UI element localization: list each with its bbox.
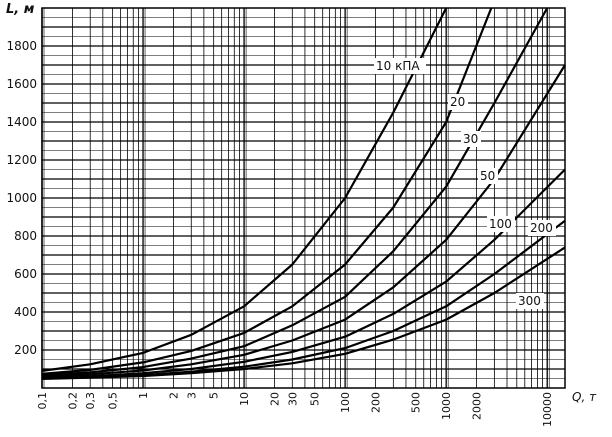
x-tick-label: 10 — [238, 392, 251, 406]
x-tick-label: 0,5 — [107, 392, 120, 410]
series-line — [41, 7, 549, 377]
curves — [41, 7, 566, 380]
series-label-background — [478, 168, 498, 184]
series-line — [41, 64, 566, 378]
series-label-background — [461, 131, 481, 147]
x-tick-label: 0,2 — [66, 392, 79, 410]
y-tick-label: 1200 — [6, 153, 37, 167]
curve-labels: 10 кПА 20 30 50 100 200 300 — [374, 58, 556, 309]
x-tick-label: 30 — [286, 392, 299, 406]
x-tick-labels: 0,1 0,2 0,3 0,5 1 2 3 5 10 20 30 50 100 200 500 1000 200… — [36, 392, 554, 427]
x-tick-label: 1000 — [440, 392, 453, 420]
series-label-background — [374, 58, 426, 74]
x-tick-label: 3 — [185, 392, 198, 399]
y-tick-label: 800 — [14, 229, 37, 243]
series-label: 20 — [450, 95, 465, 109]
y-tick-label: 1400 — [6, 115, 37, 129]
series-label-background — [516, 293, 544, 309]
y-tick-label: 400 — [14, 305, 37, 319]
x-tick-label: 1 — [137, 392, 150, 399]
series-label-background — [528, 220, 556, 236]
series-line — [41, 7, 448, 372]
x-tick-label: 0,1 — [36, 392, 49, 410]
series-label-background — [487, 216, 515, 232]
y-tick-labels: 200 400 600 800 1000 1200 1400 1600 1800 — [6, 39, 37, 357]
y-tick-label: 1800 — [6, 39, 37, 53]
x-tick-label: 0,3 — [84, 392, 97, 410]
series-label-background — [448, 94, 468, 110]
x-axis-label: Q, т — [572, 390, 597, 404]
y-tick-label: 200 — [14, 343, 37, 357]
series-line — [41, 168, 566, 379]
series-line — [41, 246, 566, 380]
x-tick-label: 500 — [410, 392, 423, 413]
x-tick-label: 100 — [339, 392, 352, 413]
x-tick-label: 2000 — [471, 392, 484, 420]
x-tick-label: 20 — [268, 392, 281, 406]
series-label: 100 — [489, 217, 512, 231]
y-tick-label: 1600 — [6, 77, 37, 91]
plot-frame — [41, 7, 566, 389]
x-tick-label: 200 — [370, 392, 383, 413]
x-tick-label: 10000 — [541, 392, 554, 427]
grid — [41, 8, 565, 388]
x-tick-label: 50 — [309, 392, 322, 406]
series-label: 30 — [463, 132, 478, 146]
series-line — [41, 7, 493, 375]
x-tick-label: 5 — [208, 392, 221, 399]
series-label: 50 — [480, 169, 495, 183]
series-label: 300 — [518, 294, 541, 308]
y-tick-label: 600 — [14, 267, 37, 281]
series-label: 10 кПА — [376, 59, 420, 73]
y-axis-label: L, м — [6, 2, 35, 17]
x-tick-label: 2 — [167, 392, 180, 399]
series-label: 200 — [530, 221, 553, 235]
y-tick-label: 1000 — [6, 191, 37, 205]
